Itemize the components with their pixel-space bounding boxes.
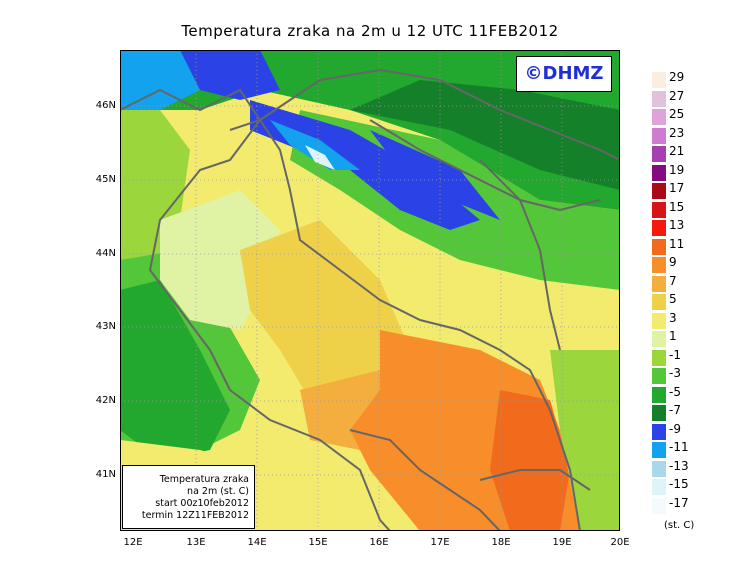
legend-swatch xyxy=(652,460,666,477)
lat-label-45n: 45N xyxy=(95,174,116,185)
legend-label: -17 xyxy=(669,495,689,510)
legend-label: -3 xyxy=(669,366,681,380)
legend-swatch xyxy=(652,386,666,403)
lon-label-19e: 19E xyxy=(552,537,572,548)
legend-swatch xyxy=(652,201,666,218)
legend-label: 1 xyxy=(669,329,677,343)
info-start: start 00z10feb2012 xyxy=(155,498,249,509)
info-termin: termin 12Z11FEB2012 xyxy=(141,510,249,521)
legend-swatch xyxy=(652,294,666,310)
lon-label-12e: 12E xyxy=(123,537,143,548)
legend-swatch xyxy=(652,90,666,107)
map-border xyxy=(120,50,620,531)
legend-swatch xyxy=(652,405,666,421)
dhmz-logo: ©DHMZ xyxy=(516,56,612,92)
lon-label-14e: 14E xyxy=(247,537,267,548)
legend-label: 15 xyxy=(669,199,685,214)
legend-label: -13 xyxy=(669,458,689,473)
lat-label-46n: 46N xyxy=(95,100,116,111)
temp-zone-dinaric-blue xyxy=(250,100,480,230)
info-box: Temperatura zraka na 2m (st. C) start 00… xyxy=(122,465,255,529)
legend-label: -7 xyxy=(669,403,681,417)
lat-label-42n: 42N xyxy=(95,395,116,406)
legend-swatch xyxy=(652,238,666,255)
legend-label: 27 xyxy=(669,88,685,103)
legend-label: 25 xyxy=(669,107,685,121)
map-coastlines xyxy=(120,68,620,531)
legend-swatch xyxy=(652,479,666,495)
legend-swatch xyxy=(652,349,666,366)
legend-label: 3 xyxy=(669,310,677,325)
temp-zone-west-north xyxy=(120,110,190,300)
info-variable: Temperatura zraka xyxy=(159,474,249,485)
legend-swatch xyxy=(652,183,666,199)
lat-label-44n: 44N xyxy=(95,248,116,259)
legend-label: 23 xyxy=(669,125,685,140)
temp-zone-north-blue xyxy=(370,130,500,220)
legend-label: 19 xyxy=(669,162,685,177)
legend-swatch xyxy=(652,257,666,273)
legend-label: -9 xyxy=(669,421,681,436)
legend-label: -5 xyxy=(669,384,681,399)
lon-label-17e: 17E xyxy=(430,537,450,548)
legend-label: 21 xyxy=(669,144,685,158)
legend-label: 17 xyxy=(669,181,685,195)
legend-swatch xyxy=(652,275,666,292)
temperature-map xyxy=(120,50,620,531)
map-grid xyxy=(120,50,620,531)
lat-label-43n: 43N xyxy=(95,321,116,332)
temp-zone-east-green xyxy=(550,350,620,531)
temp-zone-alps-cyan xyxy=(120,50,200,110)
legend-swatch xyxy=(652,146,666,162)
legend-label: 9 xyxy=(669,255,677,269)
lon-label-13e: 13E xyxy=(186,537,206,548)
legend-label: 5 xyxy=(669,292,677,306)
temp-zone-italy-dark xyxy=(120,280,230,460)
legend-label: -1 xyxy=(669,347,681,362)
temp-zone-pannonia-dark xyxy=(350,80,620,190)
legend-label: -15 xyxy=(669,477,689,491)
legend-label: 13 xyxy=(669,218,685,232)
temp-zone-dinaric-cyan xyxy=(270,120,360,170)
legend-swatch xyxy=(652,72,666,88)
temp-zone-adriatic-mid xyxy=(240,220,410,400)
legend-swatch xyxy=(652,423,666,440)
temp-zone-southeast-hot xyxy=(490,390,570,531)
lon-label-16e: 16E xyxy=(369,537,389,548)
lon-label-18e: 18E xyxy=(491,537,511,548)
temp-zone-alps-blue xyxy=(180,50,280,100)
legend-swatch xyxy=(652,164,666,181)
legend-swatch xyxy=(652,220,666,236)
legend-swatch xyxy=(652,497,666,514)
legend-swatch xyxy=(652,331,666,347)
legend-units: (st. C) xyxy=(664,520,695,531)
legend-label: 11 xyxy=(669,236,685,251)
legend-swatch xyxy=(652,442,666,458)
legend-swatch xyxy=(652,368,666,384)
temp-zone-dinaric-white xyxy=(305,145,335,170)
legend-label: -11 xyxy=(669,440,689,454)
info-units: na 2m (st. C) xyxy=(187,486,249,497)
lon-label-15e: 15E xyxy=(308,537,328,548)
lat-label-41n: 41N xyxy=(95,469,116,480)
legend-swatch xyxy=(652,109,666,125)
legend-label: 7 xyxy=(669,273,677,288)
map-title: Temperatura zraka na 2m u 12 UTC 11FEB20… xyxy=(181,22,559,40)
legend-swatch xyxy=(652,312,666,329)
legend-swatch xyxy=(652,127,666,144)
legend-label: 29 xyxy=(669,70,685,84)
lon-label-20e: 20E xyxy=(610,537,630,548)
